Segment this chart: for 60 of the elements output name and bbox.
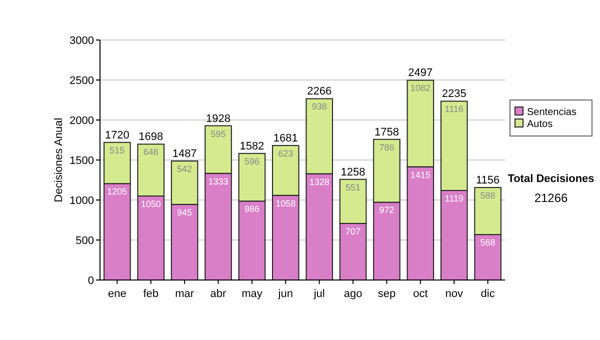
total-label: 1258	[340, 166, 366, 178]
legend-label: Autos	[527, 119, 553, 130]
data-label: 551	[346, 182, 361, 192]
total-label: 1156	[476, 174, 500, 187]
data-label: 707	[346, 226, 361, 236]
data-label: 945	[177, 207, 192, 218]
total-label: 2497	[408, 67, 433, 80]
y-tick-label: 1500	[70, 155, 94, 167]
legend-label: Sentencias	[527, 107, 576, 118]
data-label: 986	[244, 204, 260, 214]
total-label: 1582	[240, 140, 264, 152]
data-label: 623	[278, 148, 294, 159]
x-tick-label: jun	[277, 288, 293, 300]
data-label: 648	[143, 147, 158, 158]
x-tick-label: mar	[175, 288, 194, 300]
text: 21266	[534, 191, 568, 205]
data-label: 1205	[107, 186, 128, 197]
data-label: 1050	[140, 199, 161, 209]
x-tick-label: may	[242, 288, 263, 300]
data-label: 596	[244, 156, 260, 166]
y-tick-label: 0	[88, 275, 94, 287]
data-label: 1119	[444, 193, 464, 204]
y-tick-label: 2000	[70, 115, 94, 127]
data-label: 938	[312, 102, 327, 112]
x-tick-label: abr	[210, 288, 227, 300]
y-axis-title: Decisiones Anual	[53, 118, 65, 202]
total-label: 1720	[104, 129, 130, 142]
total-label: 1698	[138, 131, 164, 144]
data-label: 1116	[444, 104, 464, 114]
data-label: 786	[379, 142, 394, 152]
y-tick-label: 2500	[70, 75, 94, 87]
y-tick-label: 1000	[70, 195, 94, 207]
x-tick-label: ago	[344, 288, 362, 300]
data-label: 595	[210, 128, 226, 139]
x-tick-label: oct	[413, 288, 428, 300]
y-tick-label: 500	[76, 235, 94, 247]
data-label: 1333	[208, 176, 228, 186]
x-tick-label: jul	[312, 288, 325, 300]
data-label: 1082	[410, 83, 430, 94]
total-label: 1681	[273, 132, 298, 145]
x-tick-label: dic	[480, 288, 496, 300]
x-tick-label: feb	[143, 288, 159, 300]
data-label: 972	[379, 205, 394, 216]
data-label: 568	[480, 238, 496, 248]
data-label: 1058	[276, 198, 296, 208]
data-label: 1415	[410, 170, 430, 180]
total-label: 2266	[307, 86, 332, 98]
total-label: 1758	[374, 126, 399, 138]
total-label: 2235	[442, 88, 466, 100]
x-tick-label: sep	[378, 288, 396, 300]
data-label: 1328	[309, 176, 330, 187]
data-label: 515	[110, 145, 125, 156]
text: Total Decisiones	[508, 173, 594, 185]
total-label: 1487	[172, 148, 197, 160]
x-tick-label: ene	[108, 288, 126, 300]
data-label: 542	[177, 164, 192, 174]
y-tick-label: 3000	[70, 35, 94, 47]
data-label: 588	[480, 190, 496, 201]
x-tick-label: nov	[445, 288, 464, 300]
total-label: 1928	[206, 112, 231, 125]
